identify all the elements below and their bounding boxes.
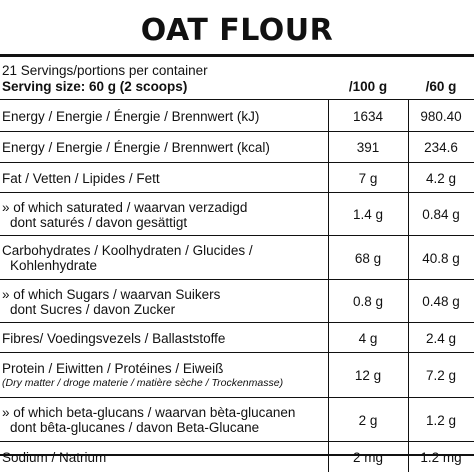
nutrient-name: » of which Sugars / waarvan Suikers dont … bbox=[2, 287, 324, 317]
nutrition-label: OAT FLOUR 21 Servings/portions per conta… bbox=[0, 13, 474, 472]
table-row: » of which beta-glucans / waarvan bèta-g… bbox=[0, 397, 474, 441]
value-per-100g: 1634 bbox=[352, 109, 384, 124]
value-per-60g: 7.2 g bbox=[425, 368, 457, 383]
product-title: OAT FLOUR bbox=[140, 13, 334, 48]
column-divider bbox=[408, 442, 409, 472]
nutrient-name-line: » of which beta-glucans / waarvan bèta-g… bbox=[2, 405, 296, 420]
table-row: Energy / Energie / Énergie / Brennwert (… bbox=[0, 131, 474, 162]
nutrient-name-line: » of which Sugars / waarvan Suikers bbox=[2, 287, 221, 302]
nutrient-name-line: Sodium / Natrium bbox=[2, 450, 107, 465]
value-per-60g: 40.8 g bbox=[422, 251, 460, 266]
table-row: Fat / Vetten / Lipides / Fett 7 g 4.2 g bbox=[0, 162, 474, 192]
nutrient-name-line: Fibres/ Voedingsvezels / Ballaststoffe bbox=[2, 331, 226, 346]
table-row: Energy / Energie / Énergie / Brennwert (… bbox=[0, 99, 474, 131]
value-per-100g: 2 mg bbox=[352, 450, 383, 465]
table-row: Fibres/ Voedingsvezels / Ballaststoffe 4 … bbox=[0, 322, 474, 352]
nutrient-name: Fibres/ Voedingsvezels / Ballaststoffe bbox=[2, 331, 324, 346]
nutrient-table: Energy / Energie / Énergie / Brennwert (… bbox=[0, 99, 474, 472]
serving-size: Serving size: 60 g (2 scoops) bbox=[2, 79, 188, 94]
table-row: Sodium / Natrium 2 mg 1.2 mg bbox=[0, 441, 474, 472]
nutrient-name-line: dont Sucres / davon Zucker bbox=[10, 302, 176, 317]
servings-per-container: 21 Servings/portions per container bbox=[2, 63, 208, 78]
value-per-100g: 0.8 g bbox=[352, 294, 384, 309]
column-divider bbox=[408, 280, 409, 322]
value-per-100g: 12 g bbox=[354, 368, 382, 383]
column-divider bbox=[328, 236, 329, 279]
column-divider bbox=[328, 280, 329, 322]
column-divider bbox=[408, 323, 409, 352]
value-per-100g: 391 bbox=[356, 140, 380, 155]
column-divider bbox=[408, 100, 409, 131]
value-per-100g: 1.4 g bbox=[352, 207, 384, 222]
nutrient-name: » of which beta-glucans / waarvan bèta-g… bbox=[2, 405, 324, 435]
nutrient-name: Energy / Energie / Énergie / Brennwert (… bbox=[2, 109, 324, 124]
column-header-60g: /60 g bbox=[425, 79, 457, 94]
value-per-60g: 2.4 g bbox=[425, 331, 457, 346]
value-per-100g: 7 g bbox=[358, 171, 378, 186]
nutrient-name: Protein / Eiwitten / Protéines / Eiweiß(… bbox=[2, 361, 324, 391]
value-per-60g: 4.2 g bbox=[425, 171, 457, 186]
nutrient-subnote: (Dry matter / droge materie / matière sè… bbox=[2, 377, 284, 389]
table-row: Carbohydrates / Koolhydraten / Glucides … bbox=[0, 235, 474, 279]
nutrient-name-line: Kohlenhydrate bbox=[10, 258, 98, 273]
nutrient-name-line: dont bêta-glucanes / davon Beta-Glucane bbox=[10, 420, 260, 435]
nutrient-name-line: dont saturés / davon gesättigt bbox=[10, 215, 188, 230]
nutrient-name-line: Fat / Vetten / Lipides / Fett bbox=[2, 171, 160, 186]
column-divider bbox=[328, 442, 329, 472]
value-per-100g: 2 g bbox=[358, 413, 378, 428]
table-header: 21 Servings/portions per container Servi… bbox=[0, 57, 474, 99]
value-per-60g: 980.40 bbox=[420, 109, 462, 124]
nutrient-name-line: » of which saturated / waarvan verzadigd bbox=[2, 200, 248, 215]
value-per-60g: 0.84 g bbox=[422, 207, 460, 222]
value-per-60g: 1.2 mg bbox=[420, 450, 462, 465]
value-per-100g: 68 g bbox=[354, 251, 382, 266]
column-divider bbox=[408, 193, 409, 235]
table-row: » of which saturated / waarvan verzadigd… bbox=[0, 192, 474, 235]
column-divider bbox=[328, 163, 329, 192]
table-row: » of which Sugars / waarvan Suikers dont … bbox=[0, 279, 474, 322]
nutrient-name-line: Carbohydrates / Koolhydraten / Glucides … bbox=[2, 243, 253, 258]
nutrient-name-line: Protein / Eiwitten / Protéines / Eiweiß bbox=[2, 361, 224, 376]
nutrient-name: Sodium / Natrium bbox=[2, 450, 324, 465]
nutrient-name: Fat / Vetten / Lipides / Fett bbox=[2, 171, 324, 186]
value-per-60g: 234.6 bbox=[424, 140, 458, 155]
nutrient-name: » of which saturated / waarvan verzadigd… bbox=[2, 200, 324, 230]
value-per-100g: 4 g bbox=[358, 331, 378, 346]
nutrient-name: Energy / Energie / Énergie / Brennwert (… bbox=[2, 140, 324, 155]
column-divider bbox=[408, 353, 409, 397]
value-per-60g: 0.48 g bbox=[422, 294, 460, 309]
column-divider bbox=[328, 132, 329, 162]
table-row: Protein / Eiwitten / Protéines / Eiweiß(… bbox=[0, 352, 474, 397]
column-divider bbox=[328, 353, 329, 397]
column-divider bbox=[408, 163, 409, 192]
column-divider bbox=[408, 398, 409, 441]
value-per-60g: 1.2 g bbox=[425, 413, 457, 428]
nutrient-name: Carbohydrates / Koolhydraten / Glucides … bbox=[2, 243, 324, 273]
nutrient-name-line: Energy / Energie / Énergie / Brennwert (… bbox=[2, 109, 260, 124]
column-divider bbox=[328, 398, 329, 441]
column-divider bbox=[328, 323, 329, 352]
column-divider bbox=[408, 132, 409, 162]
column-divider bbox=[408, 236, 409, 279]
column-divider bbox=[328, 193, 329, 235]
column-divider bbox=[328, 100, 329, 131]
nutrient-name-line: Energy / Energie / Énergie / Brennwert (… bbox=[2, 140, 270, 155]
column-header-100g: /100 g bbox=[348, 79, 388, 94]
title-divider bbox=[0, 54, 474, 57]
